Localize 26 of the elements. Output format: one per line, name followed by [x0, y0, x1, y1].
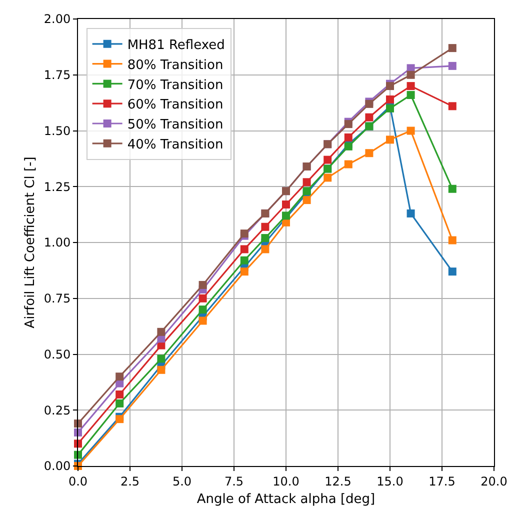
- legend-label: MH81 Reflexed: [127, 38, 225, 53]
- legend-label: 80% Transition: [127, 58, 224, 73]
- y-tick-label: 2.00: [44, 12, 71, 26]
- y-tick-label: 0.50: [44, 347, 71, 362]
- x-tick-label: 10.0: [272, 474, 300, 488]
- y-tick-label: 0.00: [44, 459, 71, 474]
- x-tick-label: 12.5: [324, 474, 352, 488]
- y-tick-label: 0.75: [44, 292, 71, 306]
- x-axis-title: Angle of Attack alpha [deg]: [196, 492, 376, 507]
- legend-label: 40% Transition: [127, 137, 224, 152]
- x-tick-label: 0.0: [68, 474, 88, 488]
- x-tick-label: 5.0: [172, 474, 192, 488]
- legend-label: 60% Transition: [127, 98, 224, 113]
- x-tick-label: 20.0: [480, 474, 508, 488]
- y-axis-title: Airfoil Lift Coefficient Cl [-]: [22, 156, 38, 328]
- x-tick-label: 7.5: [224, 474, 244, 488]
- y-tick-label: 1.00: [44, 236, 71, 250]
- legend-label: 50% Transition: [127, 118, 224, 133]
- legend-label: 70% Transition: [127, 78, 224, 93]
- y-tick-label: 1.75: [44, 68, 71, 82]
- x-tick-label: 15.0: [376, 474, 404, 488]
- x-tick-label: 2.5: [120, 474, 140, 488]
- x-tick-label: 17.5: [428, 474, 456, 488]
- y-tick-label: 0.25: [44, 403, 71, 418]
- y-tick-label: 1.50: [44, 124, 71, 138]
- y-tick-label: 1.25: [44, 180, 71, 194]
